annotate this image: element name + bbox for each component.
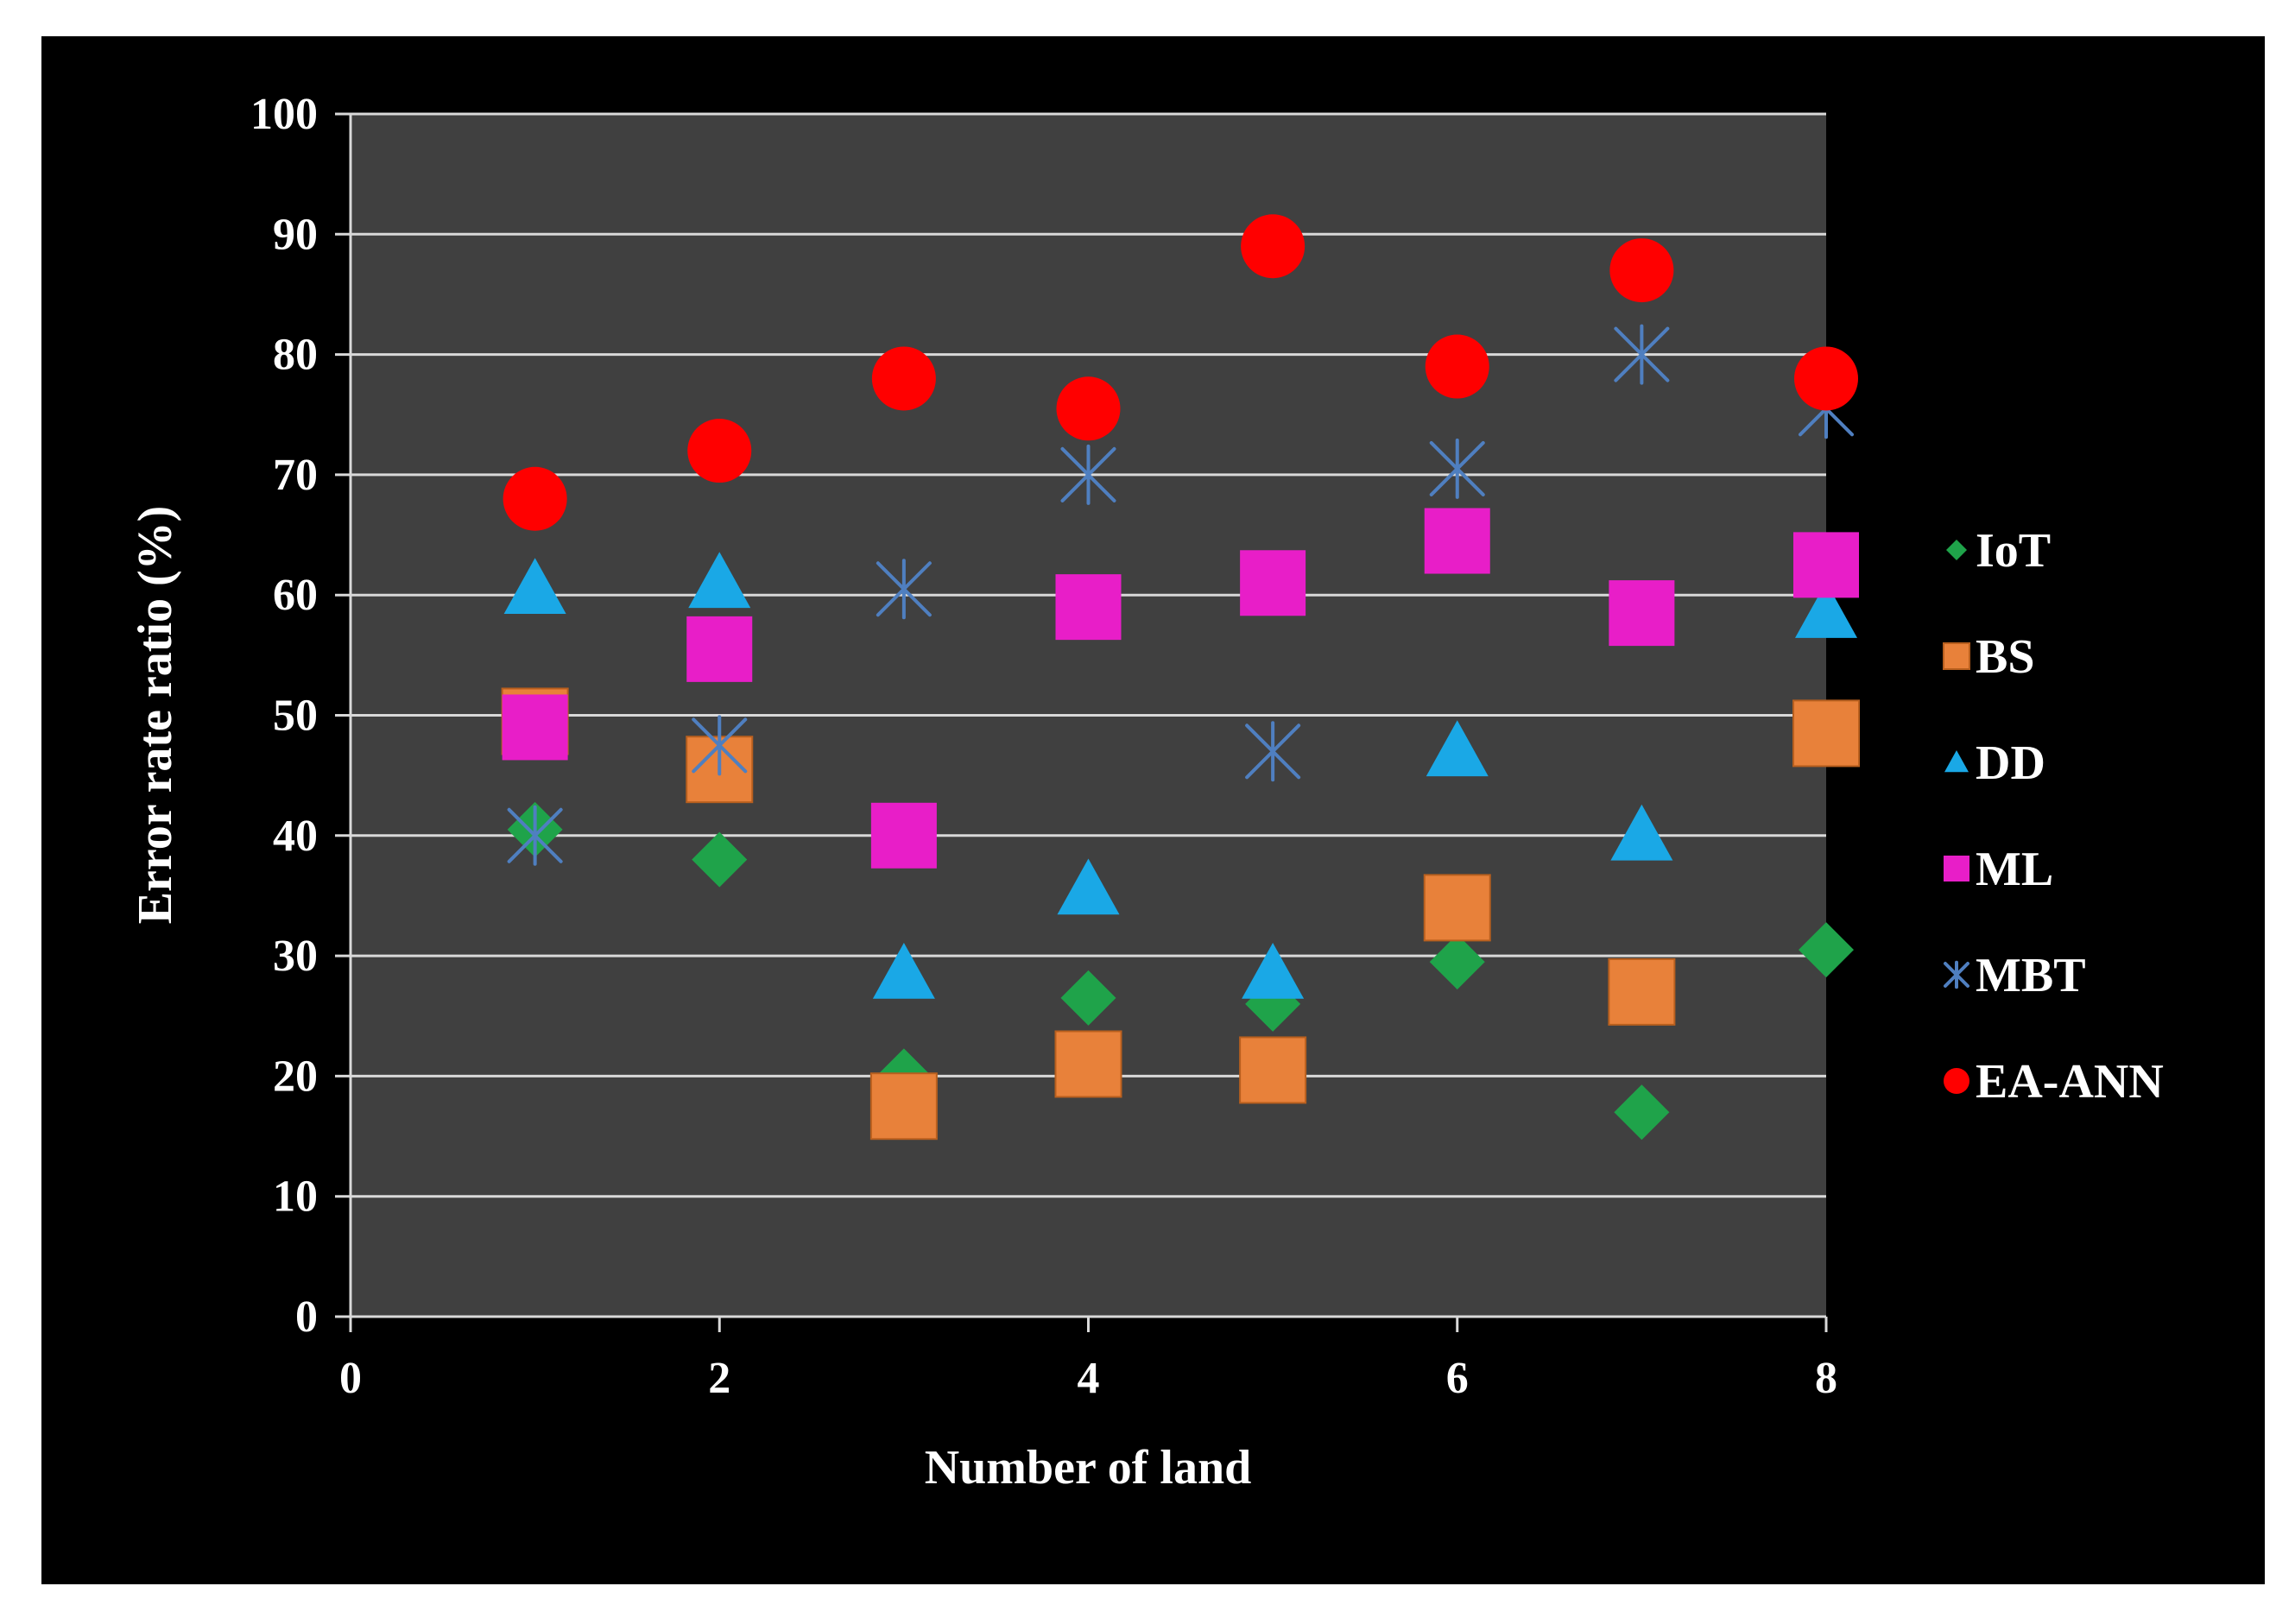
data-point-ml [502,694,568,761]
data-point-ml [1793,532,1859,598]
data-point-bs [1239,1036,1307,1104]
y-tick-label: 20 [273,1052,318,1101]
x-tick-label: 8 [1815,1354,1837,1403]
x-tick-label: 6 [1446,1354,1469,1403]
data-point-dd [688,552,751,609]
data-point-ea-ann [1609,238,1674,303]
legend-marker-dd [1944,750,1969,773]
data-point-ml [1609,580,1675,647]
data-point-mbt [876,559,932,620]
data-point-ml [1240,550,1306,616]
data-point-ml [686,616,753,682]
legend-item-ml: ML [1944,843,2053,896]
legend-marker-mbt [1944,960,1969,989]
x-tick-labels: 0 2 4 6 8 [339,1354,1837,1403]
legend-item-ea-ann: EA-ANN [1944,1055,2164,1109]
y-tick-label: 10 [273,1172,318,1222]
legend-marker-iot [1946,540,1967,560]
data-point-ea-ann [1241,214,1306,279]
y-tick-label: 90 [273,210,318,259]
y-tick-label: 0 [295,1292,318,1342]
data-point-ea-ann [503,466,567,531]
data-point-bs [1054,1030,1122,1098]
data-point-mbt [507,805,563,866]
data-point-iot [1060,970,1116,1026]
y-tick-label: 30 [273,932,318,981]
x-tick-label: 4 [1078,1354,1100,1403]
x-tick-label: 0 [339,1354,362,1403]
y-tick-label: 60 [273,571,318,620]
data-point-ea-ann [871,346,936,411]
legend-item-dd: DD [1944,736,2045,790]
y-tick-label: 80 [273,331,318,380]
chart-frame: 0 10 20 30 40 50 60 70 80 90 100 0 2 4 6 8 Number of l… [41,36,2265,1584]
data-point-dd [1610,804,1673,861]
legend-item-mbt: MBT [1944,949,2086,1002]
legend-item-bs: BS [1943,630,2035,684]
data-point-bs [1423,874,1491,942]
series-iot [507,801,1854,1141]
y-axis-title: Error rate ratio (%) [129,506,182,925]
legend-marker-ml [1944,856,1969,882]
legend-label: DD [1976,736,2045,790]
data-point-ml [1424,508,1490,574]
series-dd [503,552,1857,999]
data-point-dd [503,558,566,615]
data-point-dd [1242,942,1305,999]
data-point-iot [1799,922,1854,978]
data-point-iot [1429,934,1485,990]
data-point-dd [1795,582,1857,638]
data-point-ea-ann [687,419,752,483]
y-tick-label: 40 [273,812,318,861]
legend-label: ML [1976,843,2053,896]
series-ea-ann [503,214,1858,531]
legend-label: IoT [1976,524,2051,578]
legend-marker-ea-ann [1944,1068,1969,1094]
data-point-dd [1057,858,1120,915]
legend-label: EA-ANN [1976,1055,2164,1109]
axes [335,112,1828,1332]
y-tick-label: 100 [250,90,318,139]
y-tick-label: 50 [273,692,318,741]
data-point-bs [869,1072,938,1141]
x-tick-label: 2 [708,1354,730,1403]
x-axis-title: Number of land [925,1441,1252,1494]
data-markers [501,214,1860,1141]
legend-item-iot: IoT [1946,524,2051,578]
data-point-bs [1792,699,1860,768]
data-point-dd [1426,720,1489,777]
data-point-mbt [1614,324,1670,385]
data-point-bs [1608,957,1676,1026]
scatter-chart: 0 10 20 30 40 50 60 70 80 90 100 0 2 4 6 8 Number of l… [129,90,2164,1494]
legend-label: MBT [1976,949,2086,1002]
y-tick-label: 70 [273,451,318,500]
data-point-ml [870,802,937,869]
legend-label: BS [1976,630,2035,684]
data-point-ea-ann [1056,376,1121,441]
data-point-mbt [1060,444,1116,505]
data-point-ea-ann [1794,346,1858,411]
y-tick-labels: 0 10 20 30 40 50 60 70 80 90 100 [250,90,318,1342]
legend: IoT BS DD ML MBT EA-ANN [1943,524,2164,1109]
data-point-mbt [692,715,748,776]
data-point-ea-ann [1425,334,1489,399]
data-point-mbt [1245,721,1301,782]
data-point-iot [1614,1084,1670,1141]
data-point-ml [1055,574,1122,641]
legend-marker-bs [1943,642,1970,670]
data-point-mbt [1429,438,1485,499]
data-point-dd [872,942,935,999]
data-point-iot [692,831,748,888]
series-ml [502,508,1859,869]
